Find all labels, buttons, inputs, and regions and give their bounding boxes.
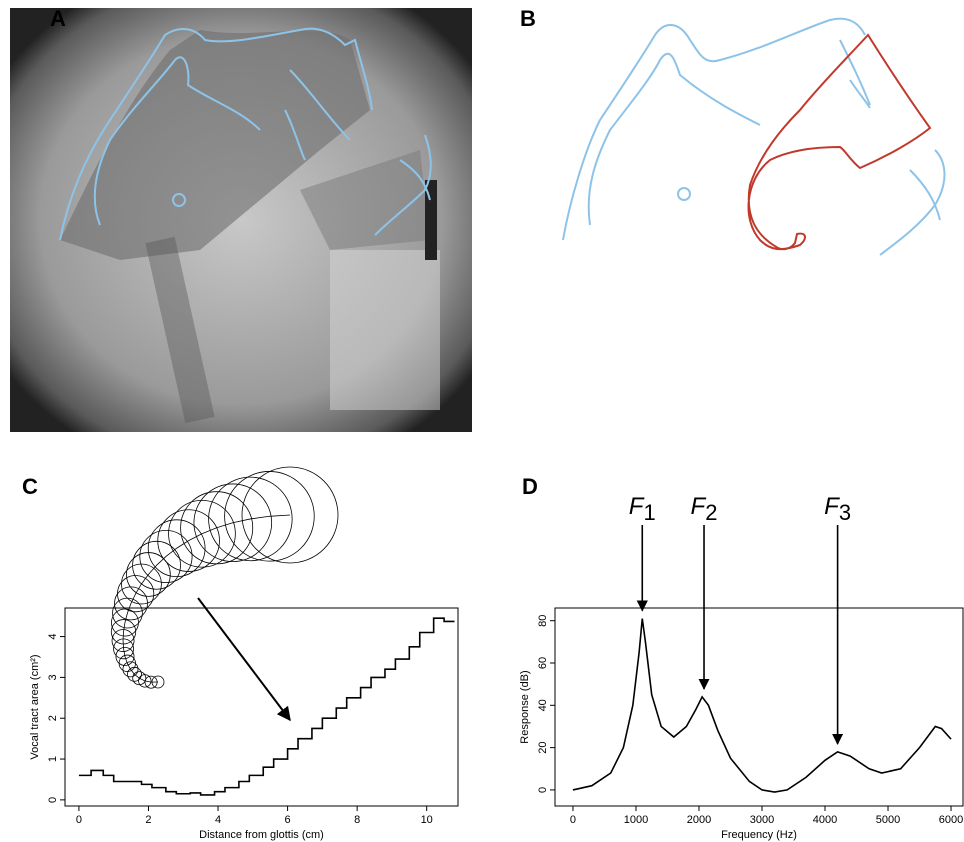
tube-circle: [132, 540, 181, 590]
y-tick-label: 20: [537, 741, 549, 753]
annotation-subscript: 3: [839, 500, 851, 525]
y-tick-label: 60: [537, 657, 549, 669]
outline-a: [59, 27, 432, 241]
x-tick-label: 10: [421, 814, 433, 826]
y-axis-label: Response (dB): [519, 670, 531, 743]
tract-outline: [747, 33, 932, 251]
data-line: [78, 617, 455, 796]
annotation-text: F: [824, 493, 840, 520]
y-tick-label: 80: [537, 615, 549, 627]
x-tick-label: 6000: [939, 814, 963, 826]
x-tick-label: 0: [76, 814, 82, 826]
tube-circle: [111, 629, 135, 652]
tube-circle: [147, 519, 206, 578]
y-tick-label: 40: [537, 699, 549, 711]
annotation: F1: [629, 493, 656, 524]
panel-label: B: [520, 6, 536, 31]
annotation: F2: [691, 493, 718, 524]
tube-circle: [208, 476, 293, 562]
tube-circle: [122, 661, 139, 678]
y-axis-label: Vocal tract area (cm²): [29, 654, 41, 759]
annotation-subscript: 2: [705, 500, 717, 525]
panel-label: A: [50, 6, 66, 31]
x-tick-label: 1000: [624, 814, 648, 826]
y-tick-label: 4: [47, 634, 59, 640]
tube-circle: [139, 529, 193, 584]
tube-circle: [241, 466, 339, 564]
tube-circle: [117, 575, 155, 613]
y-tick-label: 0: [47, 797, 59, 803]
plot-frame: [64, 607, 459, 807]
panel-label: C: [22, 474, 38, 499]
x-axis-label: Distance from glottis (cm): [199, 829, 324, 841]
data-line: [572, 618, 952, 793]
x-tick-label: 8: [354, 814, 360, 826]
x-tick-label: 2: [145, 814, 151, 826]
tube-circle: [157, 509, 220, 572]
pointer-arrow: [197, 597, 291, 722]
tube-circle: [132, 671, 147, 686]
x-tick-label: 3000: [750, 814, 774, 826]
annotation-subscript: 1: [643, 500, 655, 525]
y-tick-label: 0: [537, 787, 549, 793]
y-tick-label: 2: [47, 715, 59, 721]
outline-b: [562, 17, 946, 256]
x-tick-label: 4: [215, 814, 221, 826]
y-tick-label: 3: [47, 674, 59, 680]
x-tick-label: 4000: [813, 814, 837, 826]
tube-centerline: [122, 514, 291, 683]
y-tick-label: 1: [47, 756, 59, 762]
x-tick-label: 5000: [876, 814, 900, 826]
plot-frame: [554, 607, 964, 807]
panel-label: D: [522, 474, 538, 499]
xray-image: [10, 8, 472, 432]
x-axis-label: Frequency (Hz): [721, 829, 797, 841]
annotation-text: F: [629, 493, 645, 520]
tube-circle: [193, 483, 273, 563]
tube-circle: [115, 647, 135, 666]
tube-circle: [121, 563, 162, 605]
x-tick-label: 6: [285, 814, 291, 826]
tube-circle: [168, 499, 236, 568]
annotation: F3: [824, 493, 851, 524]
tube-diagram: [110, 466, 339, 689]
annotation-text: F: [691, 493, 707, 520]
tube-circle: [180, 491, 254, 565]
x-tick-label: 2000: [687, 814, 711, 826]
x-tick-label: 0: [570, 814, 576, 826]
tube-circle: [113, 638, 134, 660]
